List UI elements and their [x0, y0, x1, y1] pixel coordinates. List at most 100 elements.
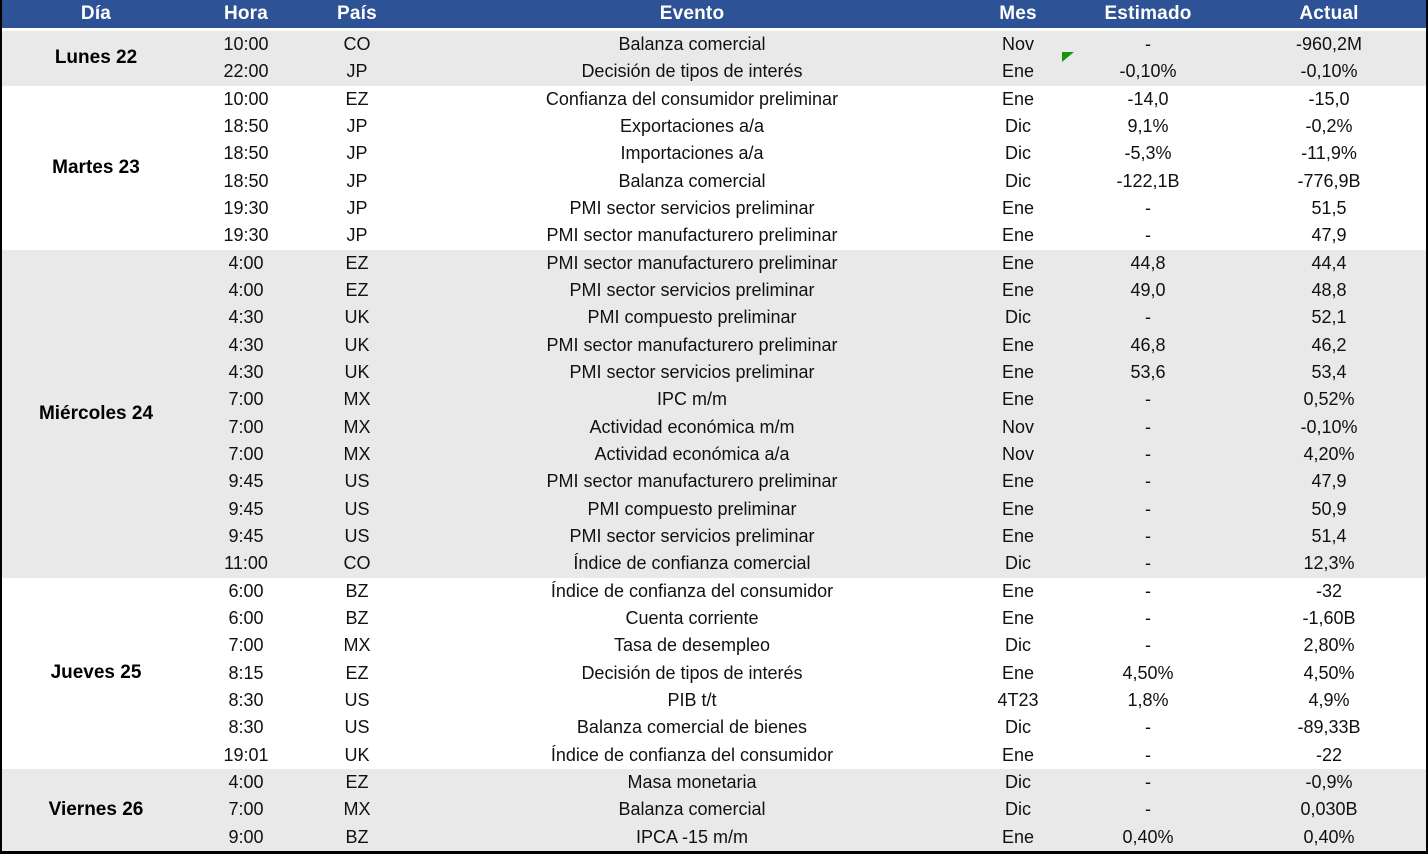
cell-estimado: -: [1064, 304, 1232, 332]
cell-actual: -0,10%: [1232, 413, 1426, 441]
cell-mes: Dic: [972, 768, 1064, 797]
cell-hora: 22:00: [190, 58, 302, 86]
column-header-estimado: Estimado: [1064, 0, 1232, 31]
column-header-actual: Actual: [1232, 0, 1426, 31]
cell-mes: Ene: [972, 85, 1064, 113]
cell-mes: Ene: [972, 276, 1064, 305]
event-row: 4:00 EZ PMI sector servicios preliminar Ene…: [2, 276, 1426, 305]
cell-hora: 19:01: [190, 741, 302, 769]
cell-hora: 18:50: [190, 112, 302, 141]
cell-pais: MX: [302, 632, 412, 660]
cell-actual: 51,4: [1232, 522, 1426, 551]
cell-mes: Ene: [972, 194, 1064, 223]
event-row: 7:00 MX Balanza comercial Dic -0,030B: [2, 796, 1426, 824]
event-row: 8:30 US Balanza comercial de bienes Dic - -89…: [2, 714, 1426, 742]
cell-mes: Dic: [972, 632, 1064, 660]
cell-evento: PMI sector servicios preliminar: [412, 276, 972, 305]
cell-mes: Ene: [972, 58, 1064, 86]
event-row: 19:01 UK Índice de confianza del consumido…: [2, 741, 1426, 769]
cell-mes: Dic: [972, 140, 1064, 168]
cell-pais: JP: [302, 194, 412, 223]
cell-pais: MX: [302, 386, 412, 414]
column-header-dia: Día: [2, 0, 190, 31]
cell-mes: Dic: [972, 167, 1064, 195]
cell-actual: -0,9%: [1232, 768, 1426, 797]
cell-hora: 7:00: [190, 632, 302, 660]
cell-pais: EZ: [302, 276, 412, 305]
cell-hora: 4:00: [190, 276, 302, 305]
cell-actual: 50,9: [1232, 495, 1426, 523]
cell-hora: 11:00: [190, 550, 302, 578]
cell-actual: -22: [1232, 741, 1426, 769]
cell-actual: 44,4: [1232, 249, 1426, 277]
cell-evento: PMI sector servicios preliminar: [412, 358, 972, 387]
cell-evento: PMI sector servicios preliminar: [412, 194, 972, 223]
column-header-mes: Mes: [972, 0, 1064, 31]
cell-evento: PMI sector manufacturero preliminar: [412, 468, 972, 496]
column-header-evento: Evento: [412, 0, 972, 31]
cell-estimado: -0,10%: [1064, 58, 1232, 86]
cell-pais: EZ: [302, 659, 412, 687]
cell-estimado: -: [1064, 768, 1232, 797]
cell-hora: 9:00: [190, 823, 302, 851]
cell-actual: -32: [1232, 577, 1426, 605]
cell-evento: Balanza comercial de bienes: [412, 714, 972, 742]
cell-evento: Exportaciones a/a: [412, 112, 972, 141]
cell-actual: -0,10%: [1232, 58, 1426, 86]
header-row: Día Hora País Evento Mes Estimado Actual: [2, 0, 1426, 31]
cell-estimado: -: [1064, 495, 1232, 523]
cell-actual: 4,9%: [1232, 686, 1426, 715]
cell-mes: Ene: [972, 358, 1064, 387]
cell-estimado: -: [1064, 413, 1232, 441]
cell-estimado: 1,8%: [1064, 686, 1232, 715]
event-row: 7:00 MX IPC m/m Ene -0,52%: [2, 386, 1426, 414]
cell-evento: Confianza del consumidor preliminar: [412, 85, 972, 113]
event-row: 19:30 JP PMI sector manufacturero prelimin…: [2, 222, 1426, 250]
cell-evento: PMI sector manufacturero preliminar: [412, 249, 972, 277]
cell-pais: UK: [302, 331, 412, 359]
cell-actual: -11,9%: [1232, 140, 1426, 168]
excel-flag-icon: [1062, 52, 1074, 62]
cell-mes: 4T23: [972, 686, 1064, 715]
cell-actual: 12,3%: [1232, 550, 1426, 578]
cell-evento: Importaciones a/a: [412, 140, 972, 168]
cell-estimado: -: [1064, 604, 1232, 633]
event-row: 18:50 JP Balanza comercial Dic -122,1B -776,9…: [2, 167, 1426, 195]
cell-actual: 47,9: [1232, 468, 1426, 496]
cell-mes: Ene: [972, 331, 1064, 359]
event-row: Lunes 22 10:00 CO Balanza comercial Nov - -960…: [2, 31, 1426, 86]
cell-hora: 4:30: [190, 304, 302, 332]
event-row: 4:30 UK PMI compuesto preliminar Dic -52,1: [2, 304, 1426, 332]
cell-hora: 9:45: [190, 468, 302, 496]
cell-hora: 9:45: [190, 522, 302, 551]
event-row: 4:30 UK PMI sector servicios preliminar Ene…: [2, 358, 1426, 387]
cell-estimado: 4,50%: [1064, 659, 1232, 687]
cell-evento: Cuenta corriente: [412, 604, 972, 633]
cell-estimado: -: [1064, 31, 1232, 59]
event-row: Viernes 26 4:00 EZ Masa monetaria Dic - -0,9%: [2, 768, 1426, 851]
cell-evento: Índice de confianza del consumidor: [412, 577, 972, 605]
cell-estimado: -14,0: [1064, 85, 1232, 113]
cell-actual: 46,2: [1232, 331, 1426, 359]
cell-actual: 51,5: [1232, 194, 1426, 223]
cell-evento: Balanza comercial: [412, 796, 972, 824]
cell-estimado: -: [1064, 194, 1232, 223]
event-row: 11:00 CO Índice de confianza comercial Dic -…: [2, 550, 1426, 578]
cell-pais: BZ: [302, 823, 412, 851]
cell-estimado: -: [1064, 577, 1232, 605]
cell-pais: US: [302, 522, 412, 551]
cell-mes: Dic: [972, 304, 1064, 332]
event-row: 9:45 US PMI compuesto preliminar Ene -50,9: [2, 495, 1426, 523]
cell-pais: JP: [302, 167, 412, 195]
cell-mes: Ene: [972, 495, 1064, 523]
cell-estimado: 9,1%: [1064, 112, 1232, 141]
day-cell: Lunes 22: [2, 31, 190, 86]
day-cell: Miércoles 24: [2, 249, 190, 578]
cell-pais: CO: [302, 31, 412, 59]
cell-mes: Ene: [972, 249, 1064, 277]
cell-pais: EZ: [302, 768, 412, 797]
cell-pais: JP: [302, 112, 412, 141]
cell-estimado: -: [1064, 741, 1232, 769]
